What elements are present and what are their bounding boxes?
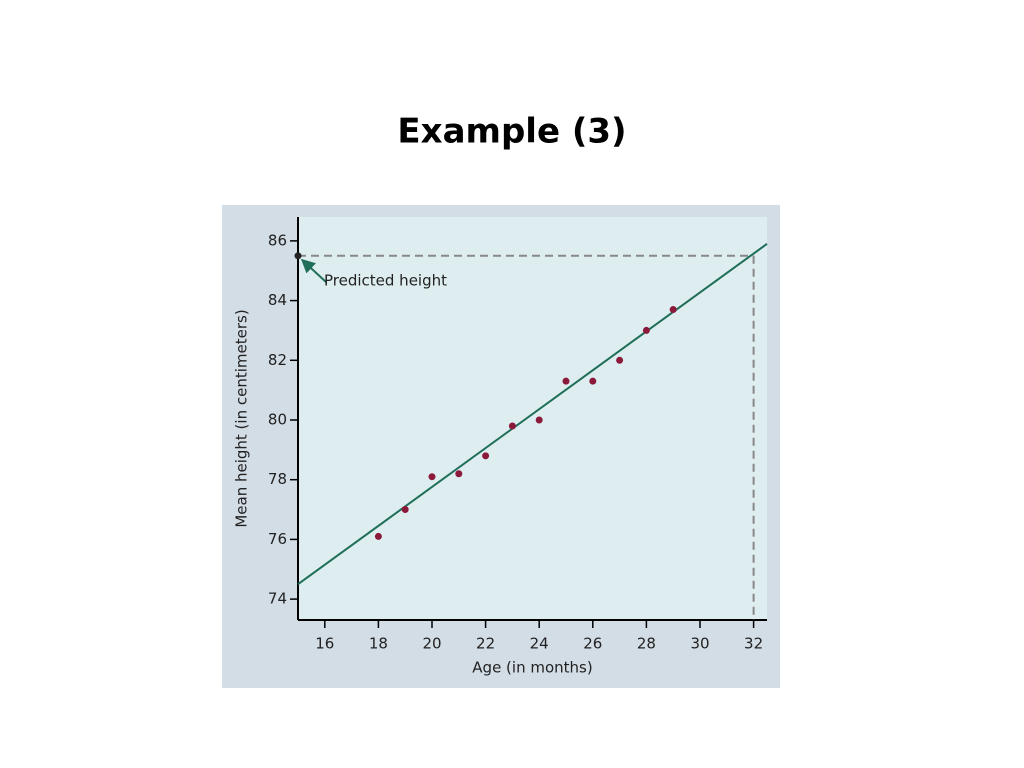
predicted-point [294,252,302,260]
data-point [455,470,463,478]
x-tick-label: 24 [530,635,549,653]
fit-line [297,243,768,585]
plot-area [298,217,767,620]
data-point [508,422,516,430]
annotation-text: Predicted height [324,272,447,290]
slide-title: Example (3) [397,112,626,152]
data-point [401,506,409,514]
x-axis-label: Age (in months) [472,659,592,677]
x-tick-label: 22 [476,635,495,653]
data-point [616,356,624,364]
x-tick-label: 18 [369,635,388,653]
y-axis-label: Mean height (in centimeters) [233,309,251,527]
x-tick-label: 30 [690,635,709,653]
data-point [642,326,650,334]
data-point [589,377,597,385]
annotation-arrow [300,258,327,283]
y-tick-label: 82 [268,351,287,369]
y-tick-label: 76 [268,530,287,548]
x-tick-label: 16 [315,635,334,653]
y-tick-label: 80 [268,410,287,428]
y-tick-label: 84 [268,291,287,309]
data-point [374,532,382,540]
data-point [669,306,677,314]
data-point [482,452,490,460]
y-tick-label: 86 [268,231,287,249]
x-tick-label: 26 [583,635,602,653]
data-point [535,416,543,424]
data-point [428,473,436,481]
y-tick-label: 74 [268,590,287,608]
y-tick-label: 78 [268,470,287,488]
x-tick-label: 32 [744,635,763,653]
data-point [562,377,570,385]
x-tick-label: 28 [637,635,656,653]
x-tick-label: 20 [422,635,441,653]
